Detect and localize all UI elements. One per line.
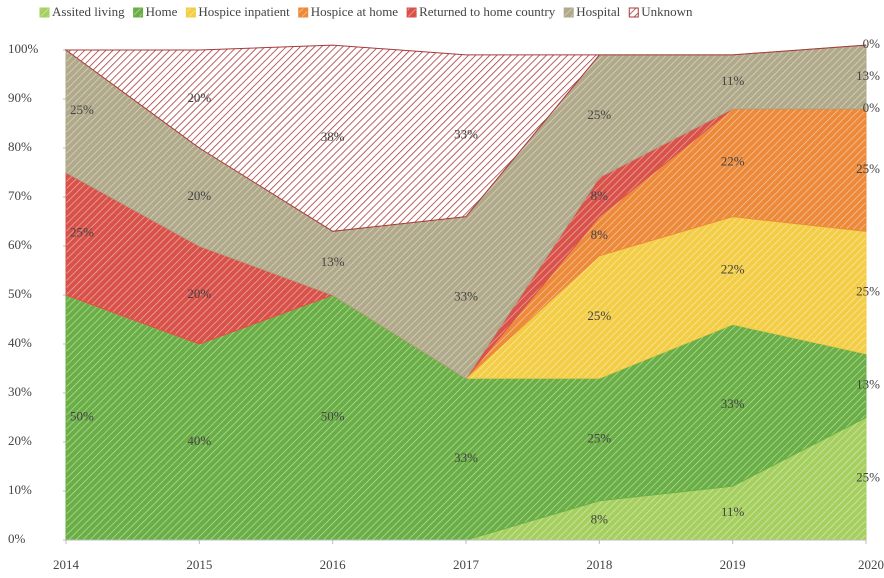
legend-label: Hospital	[576, 4, 620, 19]
data-label: 50%	[70, 408, 94, 423]
legend-label: Hospice at home	[311, 4, 399, 19]
y-tick-label: 10%	[8, 482, 32, 497]
data-label: 25%	[70, 102, 94, 117]
y-tick-label: 50%	[8, 286, 32, 301]
y-tick-label: 100%	[8, 41, 39, 56]
x-tick-label: 2020	[858, 557, 884, 572]
y-tick-label: 30%	[8, 384, 32, 399]
data-label: 20%	[187, 90, 211, 105]
y-tick-label: 90%	[8, 90, 32, 105]
legend-label: Home	[146, 4, 178, 19]
x-tick-label: 2014	[53, 557, 80, 572]
legend-swatch	[133, 7, 144, 18]
legend-label: Returned to home country	[419, 4, 556, 19]
data-label: 25%	[856, 470, 880, 485]
data-label: 33%	[454, 127, 478, 142]
data-label: 25%	[587, 431, 611, 446]
data-label: 25%	[70, 225, 94, 240]
legend-swatch	[185, 7, 196, 18]
data-label: 13%	[856, 377, 880, 392]
legend-label: Unknown	[641, 4, 693, 19]
x-tick-label: 2018	[586, 557, 612, 572]
y-tick-label: 0%	[8, 531, 26, 546]
data-label: 20%	[187, 188, 211, 203]
area	[64, 44, 867, 232]
data-label: 33%	[721, 396, 745, 411]
data-label: 8%	[591, 227, 609, 242]
data-label: 40%	[187, 433, 211, 448]
data-label: 11%	[721, 73, 745, 88]
x-tick-label: 2016	[320, 557, 347, 572]
legend-label: Assited living	[52, 4, 125, 19]
y-tick-label: 20%	[8, 433, 32, 448]
x-tick-label: 2019	[720, 557, 746, 572]
y-tick-label: 60%	[8, 237, 32, 252]
legend-swatch	[298, 7, 309, 18]
data-label: 25%	[587, 107, 611, 122]
legend-label: Hospice inpatient	[198, 4, 290, 19]
data-label: 0%	[863, 36, 881, 51]
y-tick-label: 40%	[8, 335, 32, 350]
data-label: 38%	[321, 129, 345, 144]
data-label: 25%	[856, 161, 880, 176]
legend-swatch	[563, 7, 574, 18]
data-label: 20%	[187, 286, 211, 301]
x-tick-label: 2017	[453, 557, 480, 572]
legend-swatch	[39, 7, 50, 18]
data-label: 25%	[587, 308, 611, 323]
legend-swatch	[628, 7, 639, 18]
data-label: 25%	[856, 284, 880, 299]
data-label: 13%	[856, 68, 880, 83]
data-label: 22%	[721, 261, 745, 276]
data-label: 11%	[721, 504, 745, 519]
data-label: 33%	[454, 288, 478, 303]
data-label: 8%	[591, 188, 609, 203]
y-tick-label: 80%	[8, 139, 32, 154]
data-label: 33%	[454, 450, 478, 465]
data-label: 8%	[591, 511, 609, 526]
y-tick-label: 70%	[8, 188, 32, 203]
data-label: 13%	[321, 254, 345, 269]
data-label: 22%	[721, 154, 745, 169]
data-label: 50%	[321, 408, 345, 423]
legend-swatch	[406, 7, 417, 18]
x-tick-label: 2015	[186, 557, 212, 572]
data-label: 0%	[863, 100, 881, 115]
